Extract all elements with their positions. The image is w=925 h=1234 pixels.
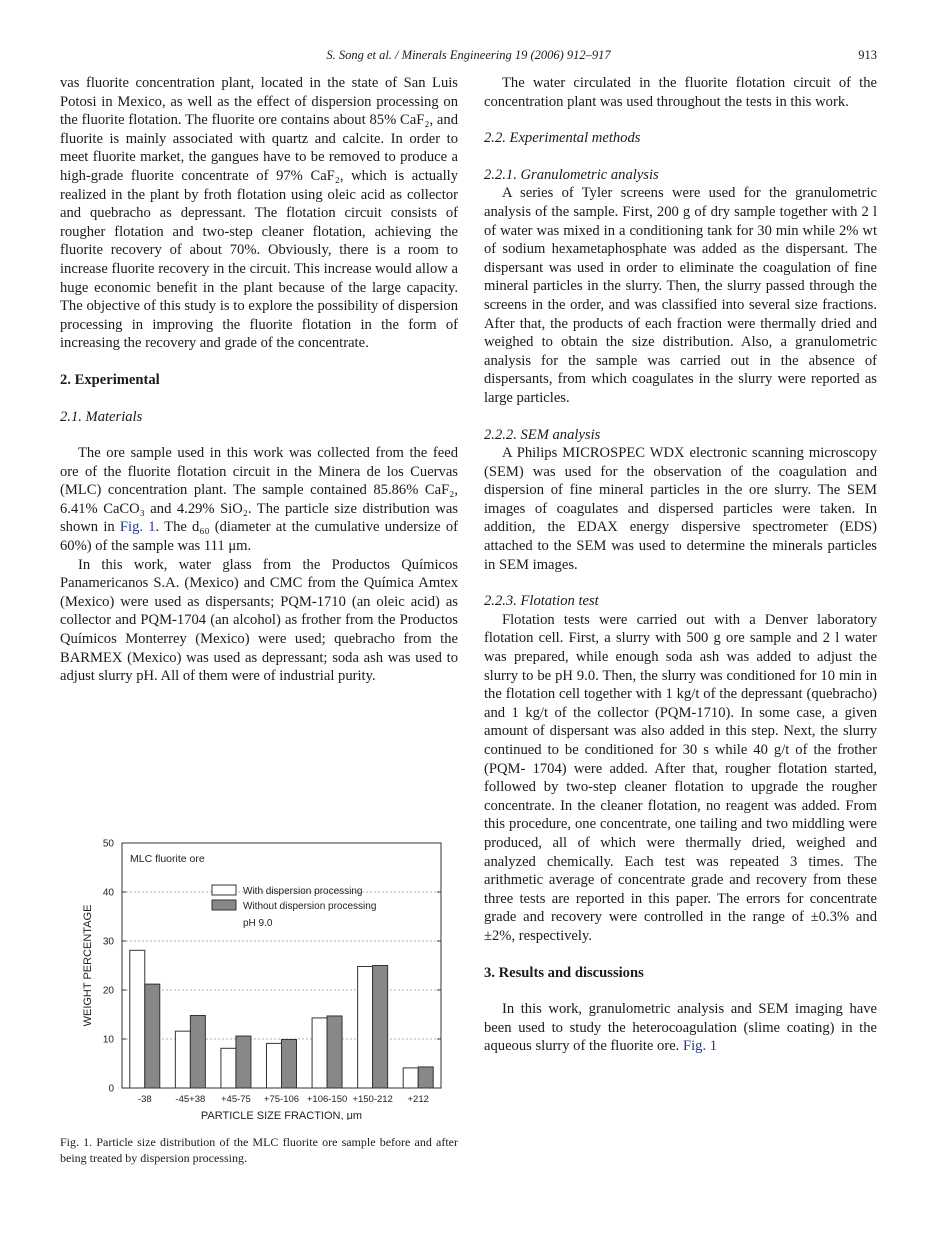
- subsection-heading: 2.2.3. Flotation test: [484, 593, 599, 610]
- y-tick-label: 30: [103, 937, 115, 948]
- figure-link[interactable]: Fig. 1: [119, 519, 156, 536]
- left-column: vas fluorite concentration plant, locate…: [60, 74, 458, 686]
- figure-link[interactable]: Fig. 1: [682, 1038, 718, 1055]
- bar-without-dispersion: [326, 1015, 343, 1089]
- paragraph: A Philips MICROSPEC WDX electronic scann…: [484, 445, 877, 573]
- x-tick-label: +150-212: [352, 1094, 392, 1105]
- plot-frame: [121, 842, 442, 1089]
- text: In this work, granulometric analysis and…: [484, 1001, 877, 1055]
- bar-with-dispersion: [129, 949, 146, 1089]
- legend-swatch: [211, 884, 237, 896]
- bar-with-dispersion: [357, 965, 374, 1089]
- section-heading: 2. Experimental: [60, 371, 160, 388]
- legend-label: Without dispersion processing: [243, 901, 376, 912]
- subsection-heading: 2.2.2. SEM analysis: [484, 426, 601, 443]
- paragraph: In this work, granulometric analysis and…: [484, 1000, 877, 1056]
- legend-note: pH 9.0: [243, 918, 273, 929]
- y-tick-label: 0: [108, 1084, 114, 1095]
- right-column: The water circulated in the fluorite flo…: [484, 74, 877, 1056]
- bar-with-dispersion: [311, 1017, 328, 1089]
- bar-without-dispersion: [235, 1035, 252, 1089]
- page-number: 913: [858, 48, 877, 62]
- bar-with-dispersion: [402, 1067, 419, 1089]
- paragraph: In this work, water glass from the Produ…: [60, 556, 458, 685]
- bar-with-dispersion: [174, 1030, 191, 1089]
- section-heading: 3. Results and discussions: [484, 964, 644, 981]
- y-axis-label: WEIGHT PERCENTAGE: [82, 905, 94, 1027]
- bar-without-dispersion: [417, 1066, 434, 1089]
- running-header: S. Song et al. / Minerals Engineering 19…: [326, 48, 611, 62]
- y-tick-label: 50: [103, 839, 115, 850]
- y-tick-label: 40: [103, 888, 115, 899]
- paragraph: The ore sample used in this work was col…: [60, 444, 458, 556]
- bar-with-dispersion: [266, 1042, 282, 1089]
- x-tick-label: +45-75: [221, 1094, 251, 1105]
- x-tick-label: +212: [408, 1094, 429, 1105]
- subsection-heading: 2.2. Experimental methods: [484, 130, 641, 147]
- x-tick-label: +106-150: [307, 1094, 347, 1105]
- bar-without-dispersion: [281, 1038, 297, 1089]
- text: The ore sample used in this work was col…: [60, 445, 458, 536]
- bar-with-dispersion: [220, 1047, 237, 1089]
- text: . The d₆₀ (diameter at the cumulative un…: [60, 519, 459, 555]
- paragraph: The water circulated in the fluorite flo…: [484, 75, 877, 110]
- paragraph: A series of Tyler screens were used for …: [484, 185, 877, 406]
- bar-without-dispersion: [189, 1014, 206, 1089]
- y-tick-label: 10: [103, 1035, 115, 1046]
- bar-without-dispersion: [144, 983, 161, 1089]
- x-tick-label: -45+38: [175, 1094, 205, 1105]
- legend-label: With dispersion processing: [243, 886, 363, 897]
- paragraph: vas fluorite concentration plant, locate…: [60, 75, 458, 352]
- subsection-heading: 2.1. Materials: [60, 408, 143, 425]
- figure-caption: Fig. 1. Particle size distribution of th…: [60, 1135, 458, 1165]
- y-tick-label: 20: [103, 986, 115, 997]
- figure-1-chart: 0 10 20 30 40 50 -38 -45+38 +45-75 +75-106 +106-15…: [82, 839, 442, 1120]
- x-axis-label: PARTICLE SIZE FRACTION, μm: [201, 1110, 362, 1120]
- x-tick-label: +75-106: [264, 1094, 299, 1105]
- subsection-heading: 2.2.1. Granulometric analysis: [484, 166, 659, 183]
- x-tick-label: -38: [138, 1094, 152, 1105]
- paragraph: Flotation tests were carried out with a …: [484, 611, 877, 944]
- bar-without-dispersion: [372, 965, 389, 1089]
- chart-annotation: MLC fluorite ore: [130, 853, 205, 865]
- legend-swatch: [211, 899, 237, 911]
